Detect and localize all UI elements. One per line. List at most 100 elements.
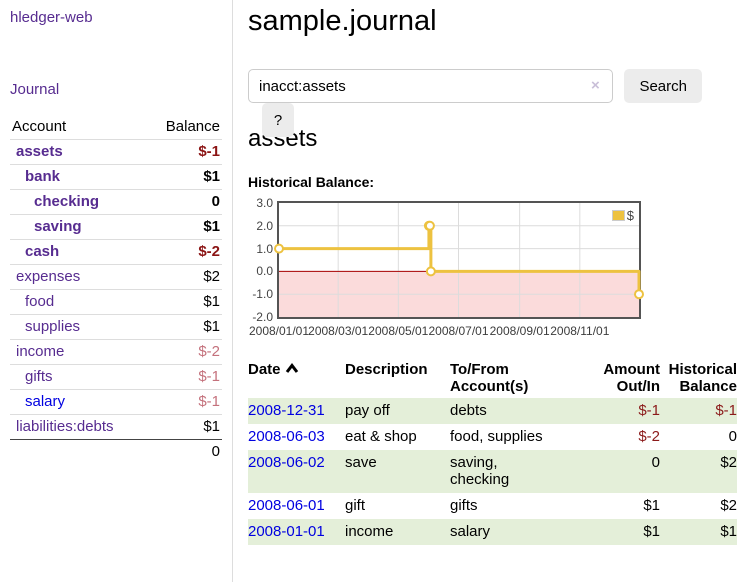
legend-swatch-icon — [611, 210, 625, 221]
y-axis-tick: 1.0 — [256, 241, 273, 256]
x-axis-tick: 2008/01/01 — [248, 324, 310, 338]
page-title: sample.journal — [248, 5, 437, 37]
sidebar-item-journal[interactable]: Journal — [10, 81, 60, 98]
sidebar: hledger-web Journal Account Balance asse… — [0, 0, 233, 582]
account-link[interactable]: assets — [16, 143, 63, 160]
transaction-amount: $1 — [643, 497, 660, 514]
account-row: bank $1 — [10, 164, 222, 190]
main-content: sample.journal × Search ? assets Histori… — [248, 0, 737, 545]
y-axis-tick: -1.0 — [252, 287, 273, 302]
legend-label: $ — [626, 208, 634, 223]
transaction-accounts: debts — [450, 398, 584, 424]
account-row: income $-2 — [10, 339, 222, 365]
account-link[interactable]: checking — [34, 193, 100, 210]
register-row: 2008-06-02 save saving, checking 0 $2 — [248, 450, 737, 493]
account-balance: $-2 — [146, 339, 222, 365]
transaction-balance: $2 — [720, 497, 737, 514]
register-tbody: 2008-12-31 pay off debts $-1 $-1 2008-06… — [248, 398, 737, 545]
account-link[interactable]: supplies — [25, 318, 81, 335]
transaction-description: save — [345, 450, 450, 493]
chart-legend: $ — [611, 208, 634, 223]
register-row: 2008-06-03 eat & shop food, supplies $-2… — [248, 424, 737, 450]
search-button[interactable]: Search — [624, 69, 702, 103]
x-axis-tick: 2008/09/01 — [489, 324, 550, 338]
accounts-table: Account Balance assets $-1 bank $1 check… — [10, 115, 222, 464]
clear-search-icon[interactable]: × — [591, 77, 600, 94]
account-row: assets $-1 — [10, 139, 222, 165]
account-row: food $1 — [10, 289, 222, 315]
account-link[interactable]: food — [25, 293, 55, 310]
transaction-date-link[interactable]: 2008-06-01 — [248, 497, 325, 514]
account-row: expenses $2 — [10, 264, 222, 290]
account-balance: $1 — [146, 314, 222, 340]
transaction-amount: $-2 — [638, 428, 660, 445]
transaction-date-link[interactable]: 2008-06-03 — [248, 428, 325, 445]
account-row: saving $1 — [10, 214, 222, 240]
account-row: salary $-1 — [10, 389, 222, 415]
account-balance: $1 — [146, 214, 222, 240]
accounts-header-account: Account — [12, 118, 67, 135]
transaction-balance: $-1 — [660, 398, 737, 424]
account-balance: $-1 — [146, 139, 222, 165]
account-link[interactable]: saving — [34, 218, 82, 235]
sort-ascending-icon — [285, 361, 299, 378]
transaction-date-link[interactable]: 2008-01-01 — [248, 523, 325, 540]
account-balance: $-2 — [146, 239, 222, 265]
account-row: gifts $-1 — [10, 364, 222, 390]
x-axis-tick: 2008/07/01 — [428, 324, 489, 338]
account-row: supplies $1 — [10, 314, 222, 340]
help-button[interactable]: ? — [262, 103, 294, 137]
accounts-header-balance: Balance — [165, 118, 220, 135]
transaction-amount: $-1 — [584, 398, 660, 424]
account-balance: $2 — [146, 264, 222, 290]
accounts-tbody: assets $-1 bank $1 checking 0 saving $1 … — [10, 139, 222, 440]
x-axis-tick: 2008/05/01 — [368, 324, 429, 338]
accounts-total-row: 0 — [10, 439, 222, 464]
y-axis-tick: 0.0 — [256, 264, 273, 279]
register-header-description: Description — [345, 361, 428, 378]
account-row: liabilities:debts $1 — [10, 414, 222, 440]
account-balance: $-1 — [146, 389, 222, 415]
account-row: cash $-2 — [10, 239, 222, 265]
register-row: 2008-06-01 gift gifts $1 $2 — [248, 493, 737, 519]
y-axis-tick: -2.0 — [252, 310, 273, 324]
balance-chart: $ 3.0 2.0 1.0 0.0 -1.0 -2.0 2008/01/01 2008/03… — [249, 196, 644, 338]
transaction-balance: $1 — [660, 519, 737, 545]
account-link[interactable]: expenses — [16, 268, 81, 285]
account-link[interactable]: cash — [25, 243, 60, 260]
accounts-total-value: 0 — [10, 439, 222, 464]
x-axis-tick: 2008/03/01 — [308, 324, 369, 338]
register-header-date[interactable]: Date — [248, 359, 345, 398]
account-link[interactable]: bank — [25, 168, 61, 185]
app-brand-link[interactable]: hledger-web — [10, 9, 93, 26]
search-input[interactable] — [248, 69, 613, 103]
account-balance: $1 — [146, 289, 222, 315]
register-table: Date Description To/From Account(s) Amou… — [248, 359, 737, 545]
register-row: 2008-12-31 pay off debts $-1 $-1 — [248, 398, 737, 424]
transaction-amount: 0 — [584, 450, 660, 493]
transaction-date-link[interactable]: 2008-12-31 — [248, 402, 325, 419]
account-heading: assets — [248, 125, 318, 152]
transaction-description: gift — [345, 497, 366, 514]
account-balance: $-1 — [146, 364, 222, 390]
y-axis-tick: 3.0 — [256, 196, 273, 210]
transaction-accounts: salary — [450, 519, 584, 545]
account-link[interactable]: liabilities:debts — [16, 418, 114, 435]
x-axis-tick: 2008/11/01 — [550, 324, 610, 338]
account-link[interactable]: gifts — [25, 368, 53, 385]
transaction-date-link[interactable]: 2008-06-02 — [248, 454, 325, 471]
transaction-accounts: gifts — [450, 497, 478, 514]
search-form: × Search ? — [248, 69, 737, 137]
account-link[interactable]: salary — [25, 393, 66, 410]
transaction-description: eat & shop — [345, 428, 417, 445]
account-balance: $1 — [146, 164, 222, 190]
register-header-balance: Historical Balance — [668, 361, 737, 395]
account-row: checking 0 — [10, 189, 222, 215]
transaction-description: income — [345, 519, 450, 545]
transaction-amount: $1 — [584, 519, 660, 545]
chart-canvas — [274, 203, 644, 317]
y-axis-tick: 2.0 — [256, 218, 273, 233]
transaction-accounts: saving, checking — [450, 450, 584, 493]
account-link[interactable]: income — [16, 343, 65, 360]
register-header-accounts: To/From Account(s) — [450, 361, 529, 395]
